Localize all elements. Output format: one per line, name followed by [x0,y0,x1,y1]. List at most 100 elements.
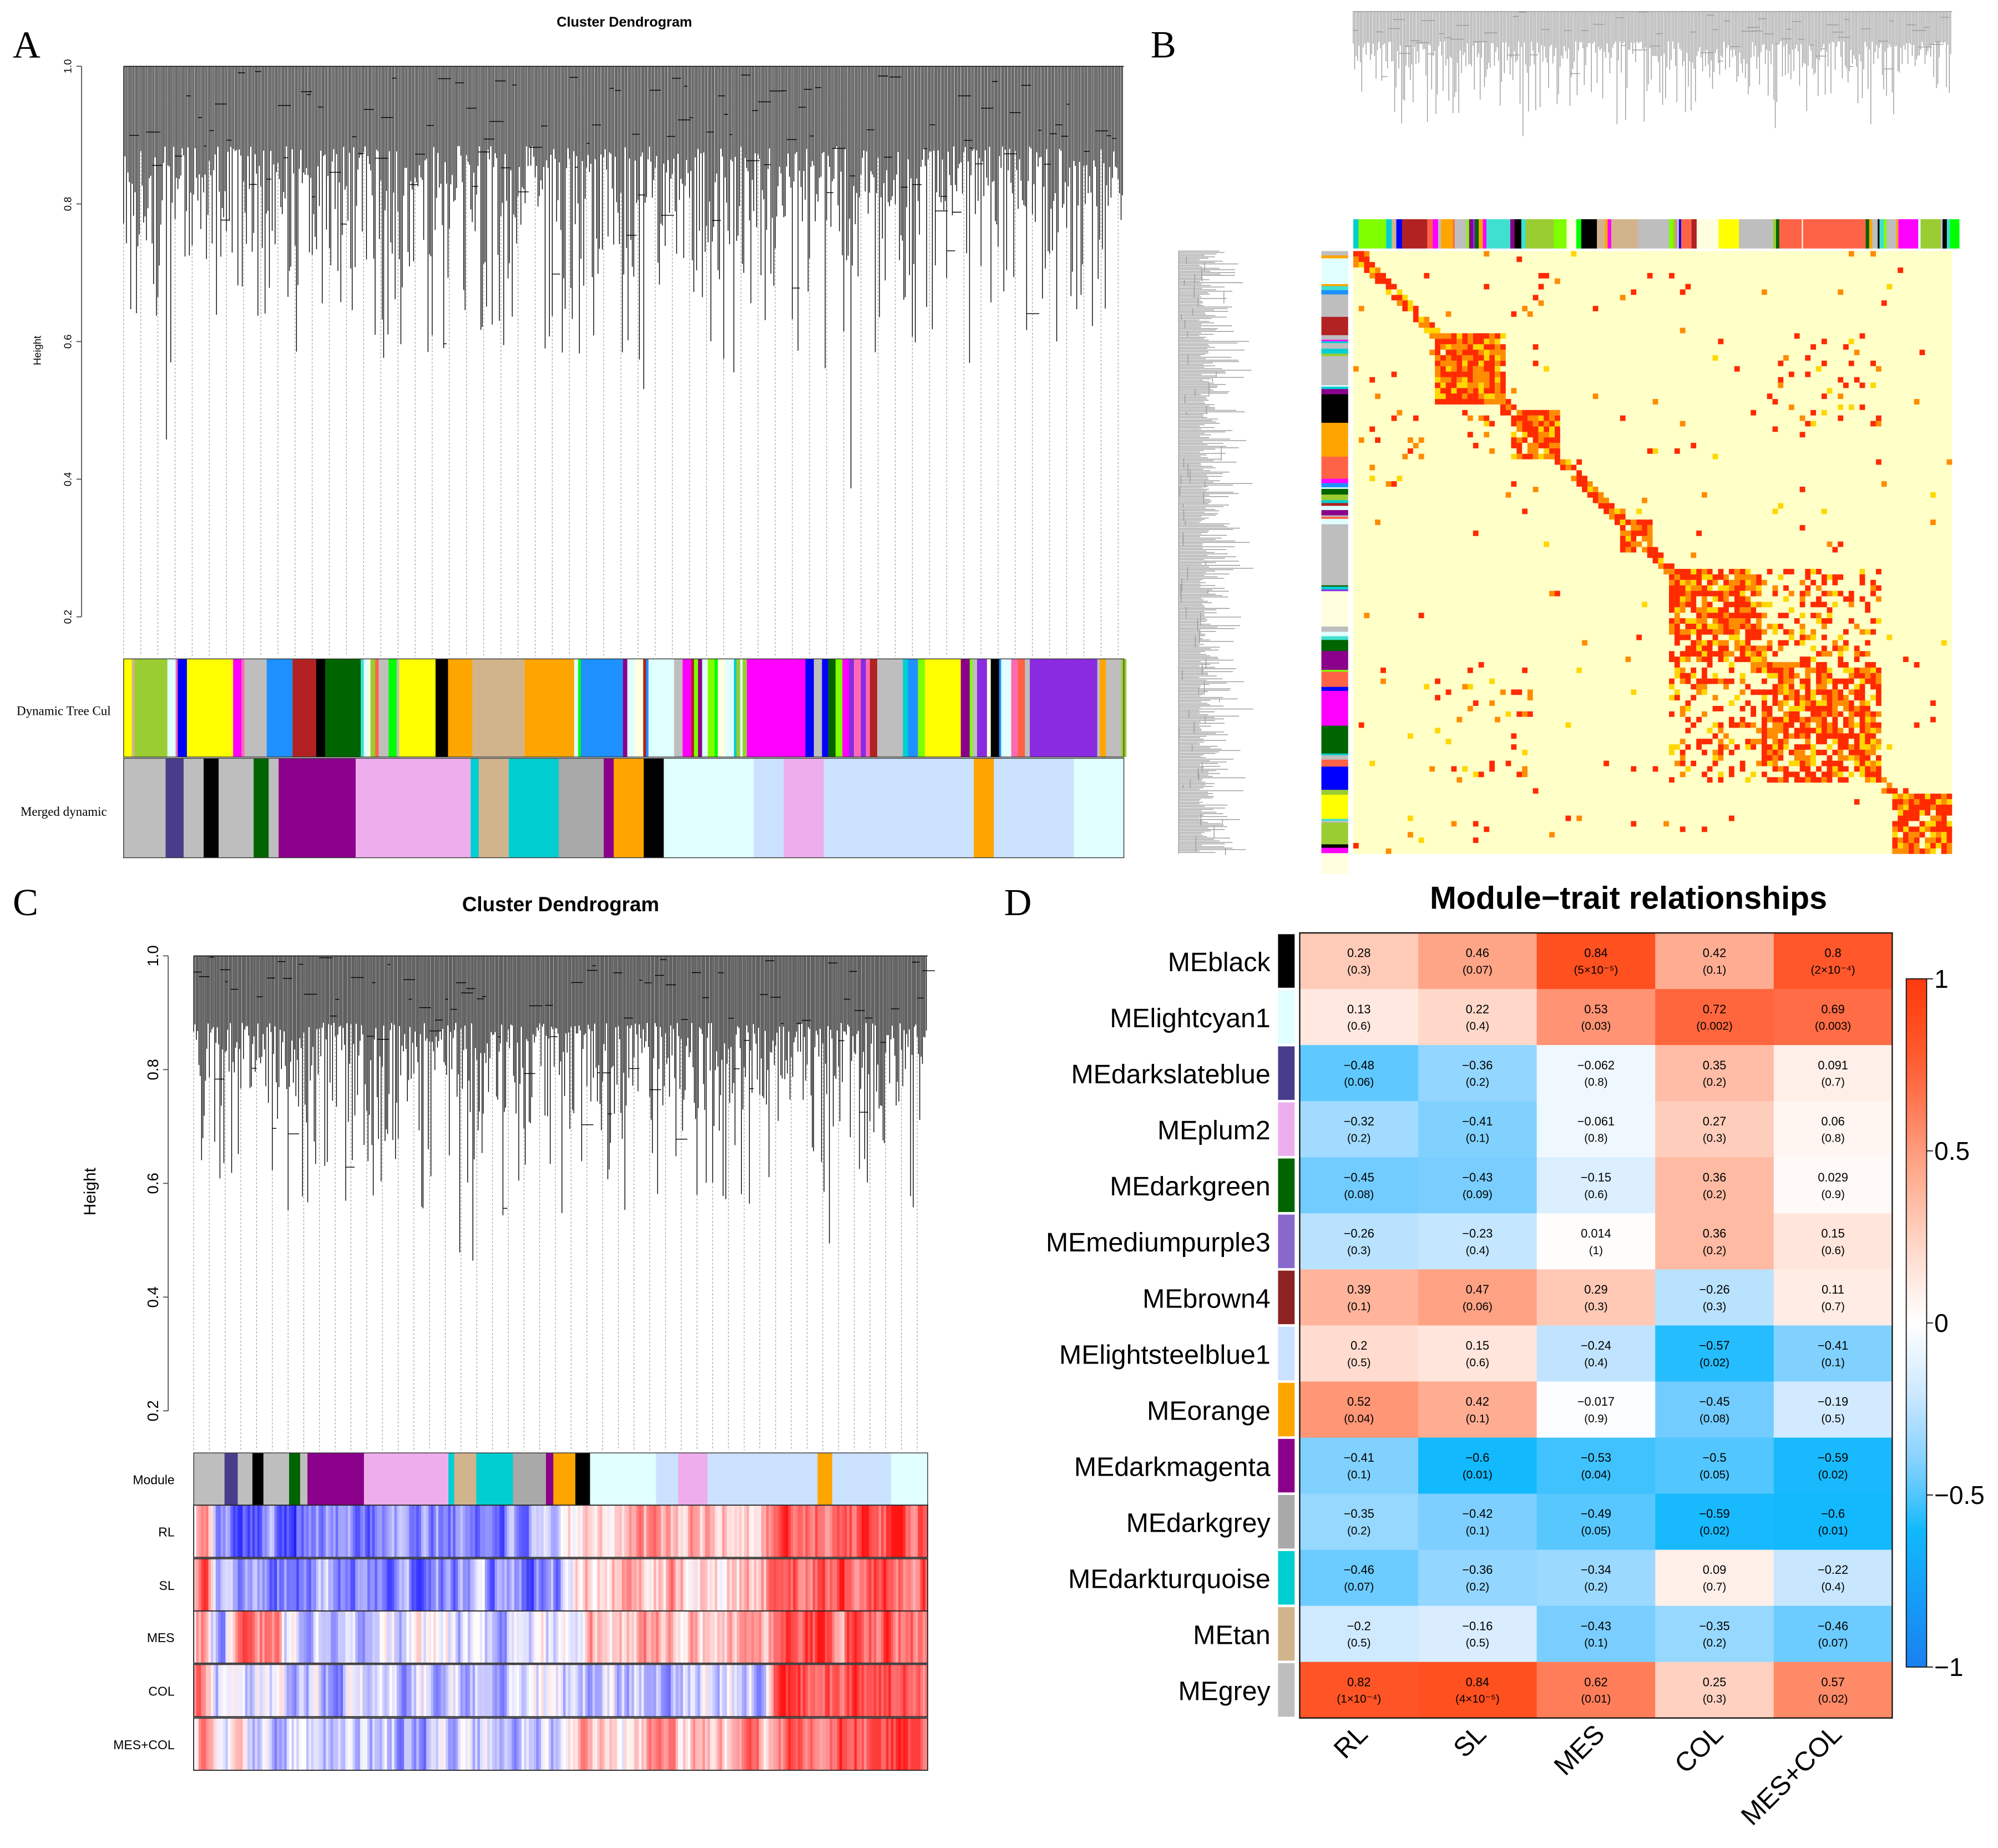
trait-cell [739,1718,742,1770]
trait-cell [876,1505,879,1558]
trait-cell [663,1505,666,1558]
dynamic-tree-cut-segment [244,659,267,758]
trait-cell [587,1505,591,1558]
left-module-segment [1321,759,1348,768]
trait-cell [531,1610,534,1663]
trait-cell [641,1558,645,1611]
trait-cell [340,1718,343,1770]
dynamic-tree-cut-segment [869,659,878,758]
panel-c-ytick-label: 1.0 [144,945,161,966]
trait-cell [399,1718,402,1770]
trait-cell [304,1558,307,1611]
trait-cell [697,1558,701,1611]
trait-cell [286,1505,290,1558]
trait-cell [869,1718,872,1770]
trait-cell [198,1718,201,1770]
dynamic-tree-cut-segment [378,659,390,758]
trait-cell [497,1610,500,1663]
trait-cell [394,1505,397,1558]
cell-pvalue: (0.1) [1821,1356,1844,1369]
module-color-segment [817,1453,833,1506]
trait-cell [812,1610,816,1663]
trait-cell [717,1664,720,1717]
trait-cell [732,1610,735,1663]
trait-cell [443,1558,446,1611]
cell-pvalue: (0.8) [1584,1132,1607,1145]
trait-cell [717,1558,720,1611]
top-module-segment [1869,219,1873,249]
trait-cell [805,1610,808,1663]
trait-cell [203,1505,206,1558]
trait-cell [753,1610,757,1663]
trait-cell [649,1610,652,1663]
trait-cell [421,1610,424,1663]
row-label-mebrown4: MEbrown4 [1142,1284,1270,1314]
trait-cell [607,1558,610,1611]
panel-c-tree [193,955,935,1451]
trait-cell [218,1718,221,1770]
trait-cell [289,1505,292,1558]
trait-cell [592,1610,595,1663]
cell-pvalue: (0.1) [1466,1412,1489,1425]
trait-cell [707,1664,711,1717]
left-module-segment [1321,753,1348,756]
trait-cell [568,1664,571,1717]
trait-cell [276,1610,280,1663]
trait-cell [756,1558,760,1611]
cell-correlation: −0.15 [1581,1170,1611,1184]
trait-cell [438,1505,442,1558]
trait-cell [553,1558,557,1611]
trait-cell [477,1664,480,1717]
trait-cell [788,1558,791,1611]
trait-cell [436,1610,439,1663]
trait-cell [805,1505,808,1558]
trait-cell [401,1718,404,1770]
trait-cell [573,1718,576,1770]
trait-cell [284,1610,287,1663]
trait-cell [837,1610,840,1663]
dynamic-tree-cut-segment [691,659,695,758]
trait-cell [690,1558,694,1611]
trait-cell [220,1664,224,1717]
heatmap-cell [1655,1662,1774,1719]
trait-cell [338,1718,341,1770]
trait-cell [763,1610,767,1663]
trait-cell [404,1718,407,1770]
top-module-segment [1433,219,1439,249]
trait-cell [260,1718,263,1770]
left-module-segment [1321,340,1348,342]
trait-cell [257,1558,260,1611]
trait-cell [631,1505,635,1558]
trait-cell [616,1718,620,1770]
trait-cell [778,1664,782,1717]
cell-pvalue: (0.5) [1347,1637,1370,1649]
trait-cell [570,1664,574,1717]
trait-cell [619,1505,623,1558]
heatmap-cell [1299,1045,1419,1102]
cell-correlation: −0.42 [1462,1507,1493,1521]
trait-cell [776,1718,779,1770]
trait-cell [827,1664,831,1717]
trait-cell [232,1718,236,1770]
trait-cell [697,1718,701,1770]
heatmap-cell [1418,1381,1537,1438]
trait-cell [834,1664,838,1717]
trait-cell [321,1610,324,1663]
trait-cell [524,1610,527,1663]
trait-cell [602,1610,605,1663]
cell-pvalue: (1) [1589,1244,1603,1257]
cell-correlation: −0.5 [1702,1451,1726,1465]
trait-cell [666,1505,669,1558]
trait-cell [817,1505,821,1558]
trait-cell [639,1558,642,1611]
trait-cell [911,1558,914,1611]
trait-cell [859,1505,862,1558]
trait-cell [891,1610,894,1663]
trait-cell [416,1664,419,1717]
trait-cell [600,1664,603,1717]
trait-cell [700,1558,703,1611]
trait-cell [529,1558,532,1611]
colorbar-tick-label: 0 [1934,1309,1949,1337]
trait-cell [807,1505,811,1558]
trait-cell [670,1505,674,1558]
